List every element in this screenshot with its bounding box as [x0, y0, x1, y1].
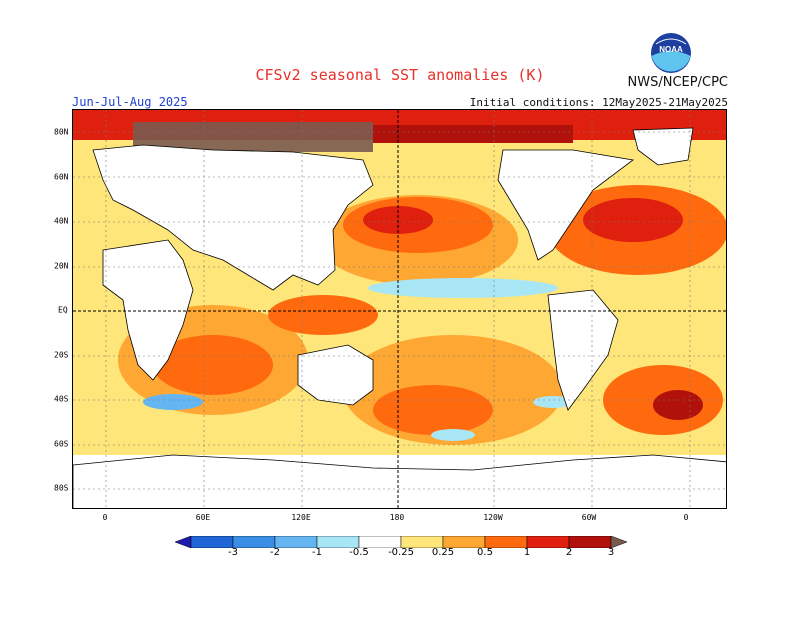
lat-label: 20S [54, 350, 69, 360]
noaa-logo: NOAA [651, 33, 691, 73]
colorbar-tick-label: 3 [607, 547, 615, 558]
colorbar-swatch [232, 536, 276, 548]
colorbar-swatch [526, 536, 570, 548]
lat-label: EQ [58, 305, 68, 315]
lat-label: 60S [54, 439, 69, 449]
forecast-period: Jun-Jul-Aug 2025 [72, 95, 188, 109]
lon-label: 60W [581, 513, 597, 522]
colorbar [175, 536, 627, 548]
lon-label: 180 [389, 513, 405, 522]
lon-label: 120E [291, 513, 311, 522]
lat-label: 80S [54, 483, 69, 493]
colorbar-arrow-left [175, 536, 192, 548]
lat-label: 40S [54, 394, 69, 404]
lon-label: 60E [195, 513, 211, 522]
colorbar-tick-label: 0.25 [431, 547, 455, 558]
colorbar-tick-label: 2 [565, 547, 573, 558]
svg-text:NOAA: NOAA [659, 45, 683, 54]
colorbar-swatch [190, 536, 234, 548]
agency-label: NWS/NCEP/CPC [627, 75, 728, 90]
lat-label: 60N [54, 172, 69, 182]
lon-label: 0 [102, 513, 108, 522]
land-masses [73, 127, 726, 508]
lat-label: 20N [54, 261, 69, 271]
colorbar-tick-label: 0.5 [477, 547, 493, 558]
colorbar-swatch [274, 536, 318, 548]
colorbar-tick-label: 1 [523, 547, 531, 558]
colorbar-tick-label: -3 [228, 547, 238, 558]
map-canvas [73, 110, 726, 508]
eq-pacific-cool [368, 278, 558, 298]
colorbar-swatch [568, 536, 612, 548]
map-title: CFSv2 seasonal SST anomalies (K) [255, 66, 545, 84]
colorbar-tick-label: -1 [312, 547, 322, 558]
map-graticule [73, 110, 726, 508]
lat-label: 80N [54, 127, 69, 137]
sst-anomaly-map [72, 109, 727, 509]
lon-label: 0 [683, 513, 689, 522]
colorbar-arrow-right [610, 536, 627, 548]
colorbar-tick-label: -0.5 [349, 547, 369, 558]
initial-conditions: Initial conditions: 12May2025-21May2025 [469, 96, 728, 109]
lon-label: 120W [483, 513, 503, 522]
colorbar-tick-label: -0.25 [388, 547, 414, 558]
lat-label: 40N [54, 216, 69, 226]
colorbar-tick-label: -2 [270, 547, 280, 558]
